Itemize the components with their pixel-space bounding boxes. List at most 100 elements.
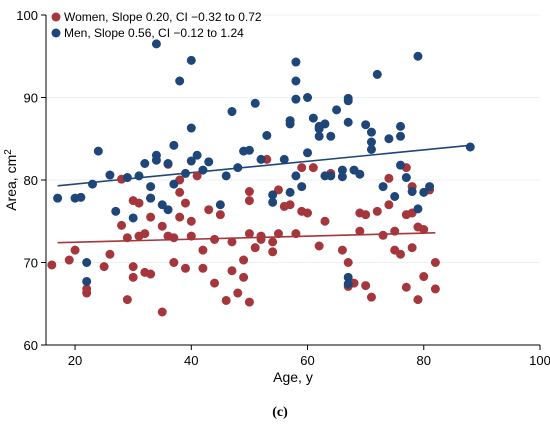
women-data-point (146, 269, 156, 279)
women-data-point (47, 260, 57, 270)
men-data-point (169, 179, 179, 189)
y-tick-label: 80 (24, 173, 38, 188)
legend: Women, Slope 0.20, CI −0.32 to 0.72 Men,… (51, 10, 262, 40)
men-data-point (396, 160, 406, 170)
women-data-point (122, 295, 132, 305)
women-data-point (314, 241, 324, 251)
men-data-point (151, 155, 161, 165)
men-data-point (390, 192, 400, 202)
women-data-point (384, 200, 394, 210)
men-data-point (303, 148, 313, 158)
women-data-point (297, 163, 307, 173)
women-data-point (244, 229, 254, 239)
women-data-point (117, 220, 127, 230)
women-data-point (198, 263, 208, 273)
men-data-point (134, 171, 144, 181)
women-data-point (215, 210, 225, 220)
women-data-point (390, 226, 400, 236)
women-data-point (244, 297, 254, 307)
men-data-point (291, 94, 301, 104)
y-axis-title-superscript: 2 (3, 149, 14, 155)
x-tick-label: 20 (68, 353, 82, 368)
women-data-point (303, 208, 313, 218)
legend-marker-men (51, 28, 61, 38)
women-data-point (105, 249, 115, 259)
men-data-point (465, 142, 475, 152)
points-layer (47, 39, 475, 317)
men-data-point (157, 200, 167, 210)
men-data-point (291, 76, 301, 86)
women-data-point (221, 295, 231, 305)
women-data-point (192, 171, 202, 181)
women-data-point (204, 205, 214, 215)
men-data-point (93, 146, 103, 156)
women-data-point (244, 187, 254, 197)
men-data-point (250, 98, 260, 108)
women-data-point (99, 262, 109, 272)
women-data-point (233, 288, 243, 298)
men-data-point (186, 55, 196, 65)
men-data-point (163, 159, 173, 169)
women-data-point (361, 281, 371, 291)
men-data-point (343, 279, 353, 289)
men-data-point (384, 134, 394, 144)
y-tick-label: 60 (24, 338, 38, 353)
y-axis-title: Area, cm2 (3, 149, 19, 211)
men-data-point (320, 119, 330, 129)
men-data-point (105, 170, 115, 180)
men-data-point (396, 131, 406, 141)
men-data-point (326, 171, 336, 181)
men-data-point (198, 165, 208, 175)
men-data-point (355, 169, 365, 179)
women-data-point (122, 233, 132, 243)
men-data-point (413, 204, 423, 214)
y-tick-label: 100 (16, 8, 38, 23)
men-data-point (326, 131, 336, 141)
women-data-point (273, 185, 283, 195)
women-data-point (64, 255, 74, 265)
women-data-point (157, 307, 167, 317)
women-data-point (413, 295, 423, 305)
men-data-point (337, 172, 347, 182)
women-data-point (210, 278, 220, 288)
women-data-point (419, 225, 429, 235)
men-data-point (297, 182, 307, 192)
figure-caption: (c) (272, 405, 288, 420)
men-data-point (204, 157, 214, 167)
women-data-point (268, 237, 278, 247)
legend-label-women: Women, Slope 0.20, CI −0.32 to 0.72 (64, 10, 262, 24)
women-data-point (244, 196, 254, 206)
men-data-point (82, 276, 92, 286)
women-data-point (180, 198, 190, 208)
x-tick-label: 80 (417, 353, 431, 368)
women-data-point (285, 200, 295, 210)
women-fit-line (57, 232, 436, 244)
men-data-point (343, 93, 353, 103)
women-data-point (256, 231, 266, 241)
men-data-point (186, 123, 196, 133)
women-data-point (146, 212, 156, 222)
men-data-point (186, 156, 196, 166)
men-data-point (372, 69, 382, 79)
men-data-point (343, 117, 353, 127)
women-data-point (430, 257, 440, 267)
women-data-point (401, 282, 411, 292)
men-data-point (256, 154, 266, 164)
men-data-point (140, 159, 150, 169)
women-data-point (366, 292, 376, 302)
legend-label-men: Men, Slope 0.56, CI −0.12 to 1.24 (64, 26, 244, 40)
men-data-point (221, 171, 231, 181)
men-data-point (425, 182, 435, 192)
women-data-point (320, 216, 330, 226)
women-data-point (186, 216, 196, 226)
y-tick-label: 70 (24, 256, 38, 271)
men-data-point (163, 205, 173, 215)
women-data-point (134, 198, 144, 208)
x-tick-label: 40 (184, 353, 198, 368)
men-data-point (314, 131, 324, 141)
women-data-point (273, 229, 283, 239)
women-data-point (407, 243, 417, 253)
